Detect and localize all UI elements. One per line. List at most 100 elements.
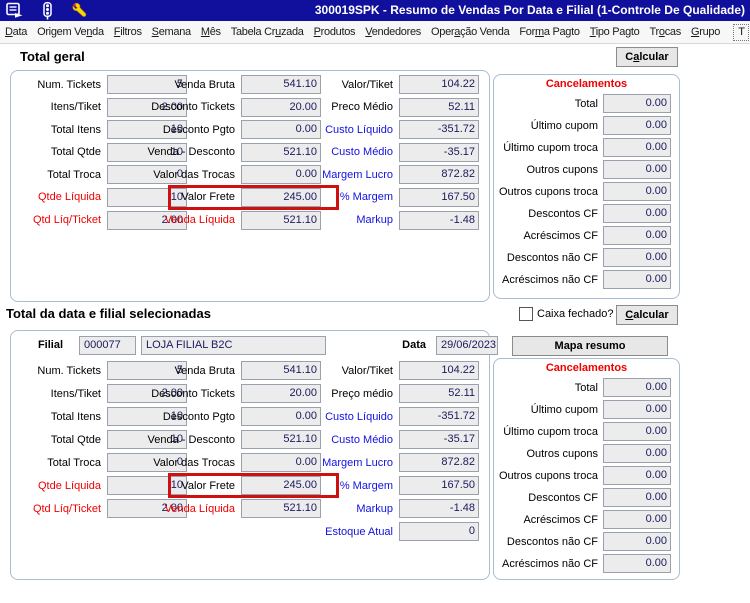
menu-item[interactable]: Forma Pagto [514, 22, 584, 43]
field-row: Valor Frete 245.00 [141, 473, 339, 498]
field-value: 521.10 [241, 499, 321, 518]
menu-item[interactable]: Trocas [645, 22, 686, 43]
form-icon[interactable] [6, 2, 24, 19]
data-field: 29/06/2023 [436, 336, 498, 355]
field-value: 0.00 [241, 120, 321, 140]
field-value: -351.72 [399, 407, 479, 426]
field-label: Total Itens [50, 410, 101, 423]
traffic-light-icon[interactable] [40, 1, 55, 20]
field-label: % Margem [339, 191, 393, 204]
menu-item[interactable]: Vendedores [360, 22, 426, 43]
menu-item-accel: F [113, 25, 121, 38]
field-value: 0.00 [603, 510, 671, 529]
field-value: 0.00 [603, 138, 671, 157]
field-label: Margem Lucro [322, 168, 393, 181]
field-row: Custo Líquido -351.72 [301, 120, 479, 140]
field-value: 0.00 [603, 532, 671, 551]
field-row: Qtd Líq/Ticket 2.00 [19, 210, 187, 230]
field-label: Total Troca [47, 456, 101, 469]
cancel-row: Acréscimos não CF 0.00 [494, 270, 679, 289]
field-value: 104.22 [399, 75, 479, 94]
field-value: 521.10 [241, 142, 321, 162]
menu-item-accel: P [313, 25, 321, 38]
field-row: Qtde Líquida 10 [19, 476, 187, 495]
cancel-row: Descontos não CF 0.00 [494, 532, 679, 551]
field-row: Venda Líquida 521.10 [141, 499, 321, 518]
field-value: -35.17 [399, 430, 479, 449]
cancelamentos-box-data-filial: Cancelamentos Total 0.00 Último cupom 0.… [493, 358, 680, 580]
field-row: Estoque Atual 0 [301, 522, 479, 541]
field-label: Margem Lucro [322, 456, 393, 469]
field-value: 872.82 [399, 453, 479, 472]
field-row: Venda Líquida 521.10 [141, 210, 321, 230]
field-row: Margem Lucro 872.82 [301, 453, 479, 472]
field-label: Total Troca [47, 168, 101, 181]
field-value: 0.00 [603, 466, 671, 485]
field-row: % Margem 167.50 [301, 476, 479, 495]
field-label: Descontos CF [528, 207, 598, 220]
field-label: Custo Líquido [325, 410, 393, 423]
section-title-data-filial: Total da data e filial selecionadas [6, 306, 211, 321]
cancel-row: Outros cupons troca 0.00 [494, 466, 679, 485]
field-label: Total Itens [50, 123, 101, 136]
field-value: 0.00 [603, 160, 671, 179]
calcular-button-total-geral[interactable]: Calcular [616, 47, 678, 67]
menu-item[interactable]: Semana [147, 22, 196, 43]
menu-item-text: ção Venda [460, 25, 510, 38]
field-label: Qtde Líquida [38, 191, 101, 204]
menu-item[interactable]: Filtros [109, 22, 147, 43]
menu-item[interactable]: Data [0, 22, 32, 43]
field-label: Desconto Tickets [151, 387, 235, 400]
field-label: Markup [356, 502, 393, 515]
field-label: Acréscimos CF [523, 513, 598, 526]
cancel-row: Outros cupons troca 0.00 [494, 182, 679, 201]
menu-item-text: rodutos [320, 25, 356, 38]
field-value: 10 [107, 187, 187, 207]
menu-item-partial[interactable]: T [733, 24, 749, 41]
field-value: 541.10 [241, 361, 321, 380]
field-row: Valor das Trocas 0.00 [141, 453, 321, 472]
field-value: 2.00 [107, 210, 187, 230]
field-label: Desconto Pgto [162, 410, 235, 423]
menu-item[interactable]: Tipo Pagto [585, 22, 645, 43]
field-value: -1.48 [399, 210, 479, 230]
wrench-icon[interactable] [71, 2, 88, 19]
menu-item-accel: a [454, 25, 461, 38]
menu-item-accel: S [151, 25, 159, 38]
menu-item-text: Oper [431, 25, 455, 38]
menu-item[interactable]: Produtos [309, 22, 361, 43]
field-row: Num. Tickets 5 [19, 361, 187, 380]
field-row: Total Troca 0 [19, 165, 187, 185]
menu-item[interactable]: Grupo [686, 22, 725, 43]
field-label: Acréscimos não CF [502, 557, 598, 570]
cancel-row: Total 0.00 [494, 378, 679, 397]
field-value: 52.11 [399, 384, 479, 403]
field-label: Total Qtde [50, 146, 101, 159]
filial-name-field: LOJA FILIAL B2C [141, 336, 326, 355]
field-label: Venda Líquida [164, 502, 235, 515]
field-row: Markup -1.48 [301, 210, 479, 230]
menu-item[interactable]: Operação Venda [426, 22, 514, 43]
caixa-fechado-checkbox[interactable] [519, 307, 533, 321]
field-label: Total [574, 97, 598, 110]
field-value: 20.00 [241, 384, 321, 403]
menu-item[interactable]: Origem Venda [32, 22, 109, 43]
cancel-row: Último cupom 0.00 [494, 116, 679, 135]
caixa-fechado-label[interactable]: Caixa fechado? [537, 308, 614, 320]
field-row: Valor Frete 245.00 [141, 184, 339, 210]
field-row: Total Itens 10 [19, 407, 187, 426]
field-value: 0.00 [603, 248, 671, 267]
menu-item[interactable]: Tabela Cruzada [226, 22, 309, 43]
menu-item[interactable]: Mês [196, 22, 226, 43]
field-row: Itens/Tiket 2.00 [19, 97, 187, 117]
calcular-button-data-filial[interactable]: Calcular [616, 305, 678, 325]
menu-item-text: Tabela Cr [230, 25, 276, 38]
field-value: 0.00 [603, 182, 671, 201]
field-label: Valor Frete [181, 479, 235, 492]
button-accel: a [633, 51, 640, 63]
menu-item-accel: M [200, 25, 210, 38]
field-row: Desconto Pgto 0.00 [141, 120, 321, 140]
field-row: Margem Lucro 872.82 [301, 165, 479, 185]
mapa-resumo-button[interactable]: Mapa resumo [512, 336, 668, 356]
field-row: Preço médio 52.11 [301, 384, 479, 403]
